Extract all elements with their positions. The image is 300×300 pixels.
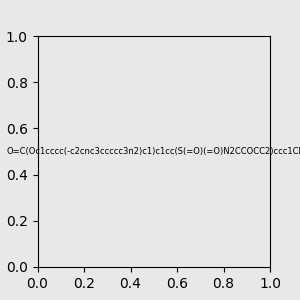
Text: O=C(Oc1cccc(-c2cnc3ccccc3n2)c1)c1cc(S(=O)(=O)N2CCOCC2)ccc1Cl: O=C(Oc1cccc(-c2cnc3ccccc3n2)c1)c1cc(S(=O…	[6, 147, 300, 156]
